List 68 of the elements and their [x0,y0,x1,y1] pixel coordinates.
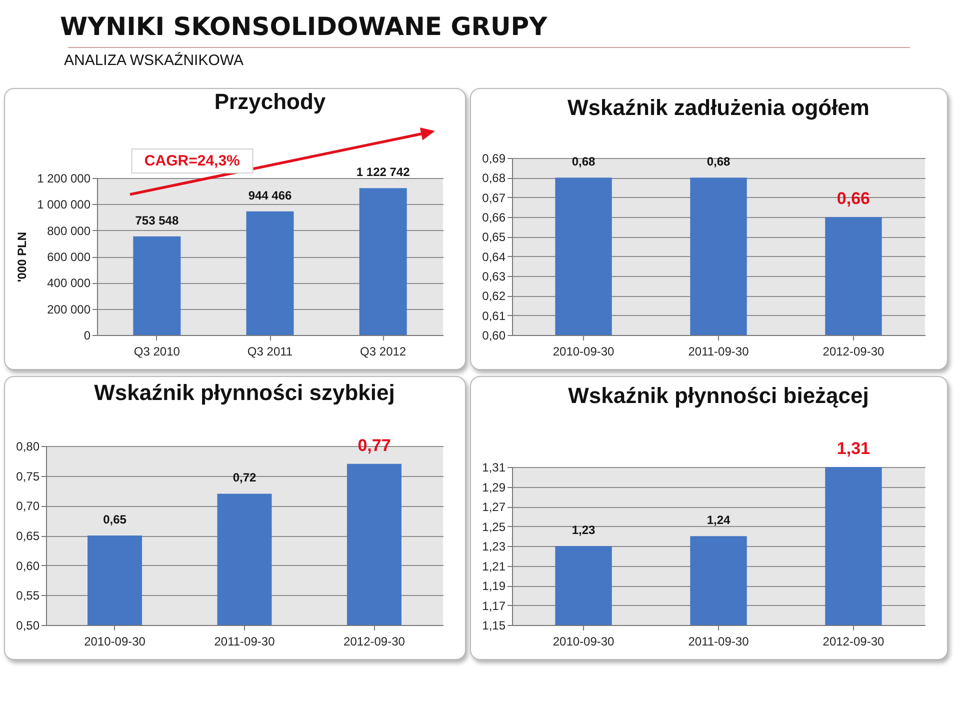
bar [359,188,407,335]
y-tick-label: 1,19 [482,579,506,593]
x-tick-label: 2011-09-30 [688,634,750,648]
y-tick-label: 0,50 [16,618,40,632]
y-tick-label: 1 200 000 [37,172,91,186]
data-label: 1,24 [706,513,730,528]
annotation: 0,77 [358,436,391,455]
data-label: 0,72 [232,470,256,485]
data-label: 1 122 742 [356,165,410,180]
data-label: 1,23 [572,523,596,537]
y-tick-label: 1,21 [482,559,506,574]
data-label: 0,65 [103,512,127,526]
x-tick-label: 2012-09-30 [344,634,406,648]
bar [246,211,294,335]
x-tick-label: 2012-09-30 [822,634,884,648]
y-tick-label: 1,23 [482,540,506,554]
x-tick-label: Q3 2011 [247,344,293,358]
chart-title: Przychody [214,89,326,114]
x-tick-label: 2010-09-30 [552,344,615,358]
data-label: 0,68 [706,154,730,169]
y-tick-label: 0,68 [482,171,506,186]
y-tick-label: 0,60 [482,328,506,342]
y-tick-label: 1,15 [482,618,506,632]
chart-title: Wskaźnik płynności szybkiej [94,380,395,405]
data-label: 0,68 [572,154,596,169]
y-tick-label: 1,29 [482,480,506,494]
x-tick-label: Q3 2010 [134,344,180,358]
y-tick-label: 1 000 000 [37,198,91,212]
x-tick-label: 2011-09-30 [688,344,750,358]
annotation: 0,66 [836,189,870,208]
data-label: 753 548 [135,213,179,228]
y-tick-label: 0,64 [482,250,506,264]
y-tick-label: 0,66 [482,210,506,224]
x-tick-label: 2010-09-30 [84,634,146,648]
y-tick-label: 0,60 [16,558,40,573]
y-tick-label: 0 [84,328,91,342]
y-tick-label: 0,69 [482,152,506,166]
y-axis-title: '000 PLN [15,232,30,282]
y-tick-label: 600 000 [47,250,91,264]
y-tick-label: 0,65 [16,529,40,543]
text: ANALIZA WSKAŹNIKOWA [64,52,244,69]
chart-title: Wskaźnik płynności bieżącej [568,383,869,408]
y-tick-label: 0,55 [16,588,40,603]
y-tick-label: 0,61 [482,308,506,323]
y-tick-label: 1,27 [482,500,506,514]
y-tick-label: 200 000 [47,302,91,316]
data-label: 944 466 [248,188,292,202]
x-tick-label: 2011-09-30 [214,634,276,648]
y-tick-label: 0,62 [482,289,506,304]
y-tick-label: 400 000 [47,276,91,290]
y-tick-label: 0,63 [482,270,506,284]
y-tick-label: 800 000 [47,224,91,238]
y-tick-label: 0,70 [16,499,40,514]
annotation: 1,31 [836,439,870,458]
x-tick-label: 2010-09-30 [552,634,615,648]
y-tick-label: 1,17 [482,598,506,613]
x-tick-label: 2012-09-30 [822,344,884,358]
y-tick-label: 0,67 [482,190,506,205]
y-tick-label: 0,80 [16,440,40,454]
x-tick-label: Q3 2012 [360,344,406,358]
bar [133,236,181,335]
text: WYNIKI SKONSOLIDOWANE GRUPY [60,12,548,41]
y-tick-label: 1,31 [482,460,506,474]
text: CAGR=24,3% [131,148,253,174]
chart-title: Wskaźnik zadłużenia ogółem [568,95,870,120]
y-tick-label: 0,65 [482,230,506,244]
y-tick-label: 0,75 [16,469,40,484]
y-tick-label: 1,25 [482,520,506,534]
